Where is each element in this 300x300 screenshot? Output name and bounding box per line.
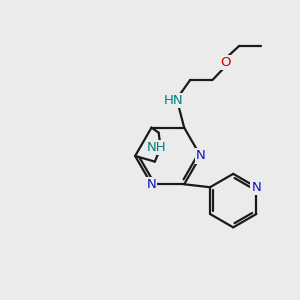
- Text: NH: NH: [147, 141, 167, 154]
- Text: O: O: [220, 56, 231, 69]
- Text: HN: HN: [164, 94, 184, 107]
- Text: N: N: [251, 181, 261, 194]
- Text: N: N: [147, 178, 156, 191]
- Text: N: N: [196, 149, 206, 162]
